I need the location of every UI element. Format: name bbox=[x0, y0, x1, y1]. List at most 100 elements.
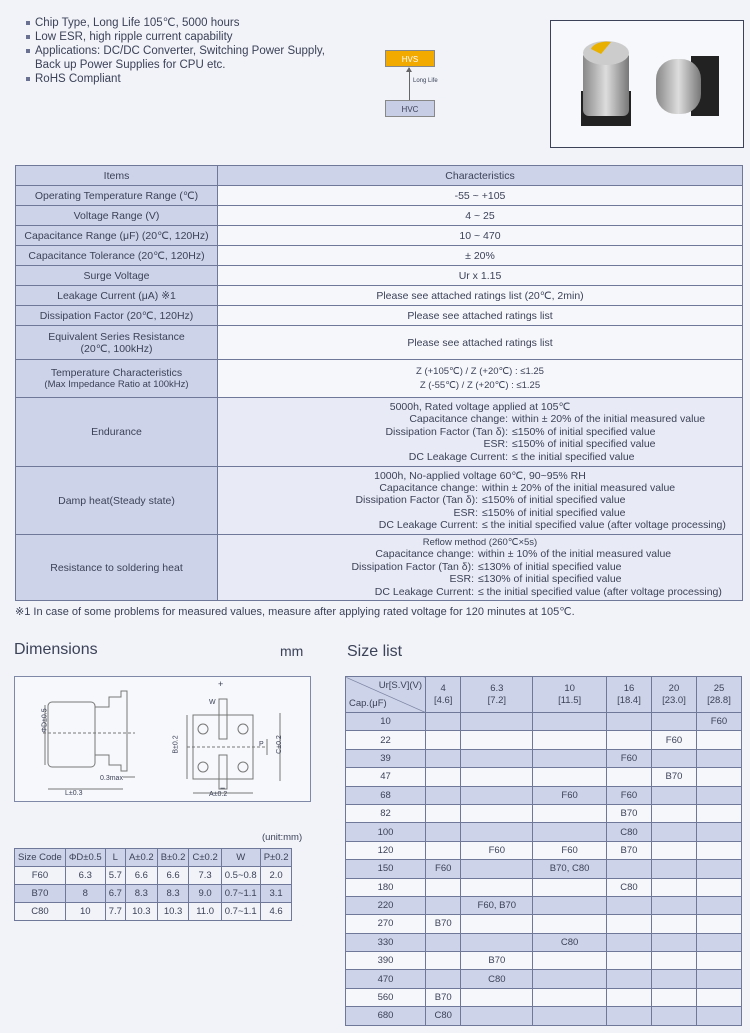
size-code-cell bbox=[460, 730, 534, 750]
table-cell: 6.6 bbox=[124, 866, 158, 885]
label-p: P bbox=[259, 741, 264, 748]
table-row: Capacitance Tolerance (20℃, 120Hz) ± 20% bbox=[15, 245, 743, 266]
size-code-cell bbox=[650, 803, 697, 824]
size-code-cell bbox=[460, 932, 534, 953]
size-code-cell: B70 bbox=[605, 840, 652, 861]
size-code-cell bbox=[605, 914, 652, 934]
surge-voltage: [4.6] bbox=[433, 694, 453, 706]
table-row: 150 F60 B70, C80 bbox=[345, 859, 743, 879]
test-spec: Reflow method (260℃×5s) Capacitance chan… bbox=[217, 534, 743, 601]
size-code-cell bbox=[650, 748, 697, 769]
table-row: 68 F60 F60 bbox=[345, 785, 743, 805]
size-code-cell bbox=[695, 951, 743, 971]
table-cell: 6.6 bbox=[156, 866, 190, 885]
size-code-cell: B70, C80 bbox=[532, 859, 607, 879]
size-code-cell bbox=[650, 859, 697, 879]
table-row: 330 C80 bbox=[345, 932, 743, 953]
voltage-header: 20 [23.0] bbox=[650, 676, 697, 713]
size-code-cell bbox=[424, 785, 462, 805]
voltage-header: 10 [11.5] bbox=[532, 676, 607, 713]
row-item: Capacitance Tolerance (20℃, 120Hz) bbox=[15, 245, 218, 266]
test-item: Endurance bbox=[15, 397, 218, 467]
table-cell: 6.3 bbox=[64, 866, 106, 885]
size-code-cell bbox=[460, 877, 534, 897]
table-row: 82 B70 bbox=[345, 803, 743, 824]
footnote: ※1 In case of some problems for measured… bbox=[15, 606, 575, 618]
size-code-cell bbox=[695, 914, 743, 934]
capacitance-cell: 180 bbox=[345, 877, 426, 897]
capacitance-cell: 680 bbox=[345, 1006, 426, 1026]
spec-key: Dissipation Factor (Tan δ): bbox=[355, 494, 478, 506]
table-cell: 8.3 bbox=[124, 884, 158, 903]
spec-key: Capacitance change: bbox=[409, 413, 508, 425]
table-row: Equivalent Series Resistance (20℃, 100kHz… bbox=[15, 325, 743, 360]
size-code-cell: B70 bbox=[424, 987, 462, 1008]
spec-key: DC Leakage Current: bbox=[378, 519, 478, 531]
row-value: Please see attached ratings list bbox=[217, 325, 743, 360]
test-title: Reflow method (260℃×5s) bbox=[422, 537, 538, 548]
row-item: Surge Voltage bbox=[15, 265, 218, 286]
table-row: Surge Voltage Ur x 1.15 bbox=[15, 265, 743, 286]
size-code-cell bbox=[532, 969, 607, 989]
spec-value: ≤ the initial specified value bbox=[512, 450, 635, 463]
size-code-cell bbox=[532, 895, 607, 916]
spec-key: Dissipation Factor (Tan δ): bbox=[351, 560, 474, 573]
table-row: 10 F60 bbox=[345, 711, 743, 732]
spec-key: Dissipation Factor (Tan δ): bbox=[385, 425, 508, 438]
size-code-cell: B70 bbox=[605, 803, 652, 824]
dimensions-unit: mm bbox=[280, 643, 304, 659]
table-row: Operating Temperature Range (℃) -55 ~ +10… bbox=[15, 185, 743, 206]
table-cell: 3.1 bbox=[259, 884, 293, 903]
table-cell: C80 bbox=[14, 902, 66, 921]
size-code-cell bbox=[460, 822, 534, 842]
size-code-cell bbox=[424, 969, 462, 989]
capacitance-cell: 39 bbox=[345, 748, 426, 769]
size-code-cell bbox=[532, 711, 607, 732]
unit-note: (unit:mm) bbox=[262, 832, 303, 843]
table-cell: 8 bbox=[64, 884, 106, 903]
spec-value: within ± 10% of the initial measured val… bbox=[478, 548, 672, 560]
value-line: Z (+105℃) / Z (+20℃) : ≤1.25 bbox=[416, 365, 544, 377]
voltage-header: 25 [28.8] bbox=[695, 676, 743, 713]
row-item: Voltage Range (V) bbox=[15, 205, 218, 226]
table-cell: 6.7 bbox=[104, 884, 126, 903]
column-header: A±0.2 bbox=[124, 848, 158, 867]
voltage-header: 6.3 [7.2] bbox=[460, 676, 534, 713]
product-photo bbox=[550, 20, 744, 148]
table-row: F60 6.3 5.7 6.6 6.6 7.3 0.5~0.8 2.0 bbox=[14, 866, 293, 885]
table-row: 39 F60 bbox=[345, 748, 743, 769]
row-item: Dissipation Factor (20℃, 120Hz) bbox=[15, 305, 218, 326]
capacitance-cell: 120 bbox=[345, 840, 426, 861]
voltage-axis-label: Ur[S.V](V) bbox=[378, 679, 422, 691]
row-item: Temperature Characteristics (Max Impedanc… bbox=[15, 359, 218, 398]
table-row: Capacitance Range (μF) (20℃, 120Hz) 10 ~ … bbox=[15, 225, 743, 246]
size-code-cell: C80 bbox=[605, 822, 652, 842]
size-code-cell: F60 bbox=[424, 859, 462, 879]
label-a: A±0.2 bbox=[209, 791, 228, 798]
size-code-cell bbox=[695, 859, 743, 879]
table-cell: 9.0 bbox=[188, 884, 222, 903]
capacitance-cell: 82 bbox=[345, 803, 426, 824]
table-row: B70 8 6.7 8.3 8.3 9.0 0.7~1.1 3.1 bbox=[14, 884, 293, 903]
size-code-cell bbox=[460, 785, 534, 805]
size-code-cell bbox=[650, 785, 697, 805]
spec-key: ESR: bbox=[449, 573, 474, 585]
table-cell: 10.3 bbox=[156, 902, 190, 921]
test-title: 5000h, Rated voltage applied at 105℃ bbox=[389, 401, 571, 413]
header-row: Ur[S.V](V) Cap.(μF) 4 [4.6] 6.3 [7.2] 10 [11.5]… bbox=[345, 676, 743, 713]
spec-key: ESR: bbox=[453, 506, 478, 519]
row-item: Capacitance Range (μF) (20℃, 120Hz) bbox=[15, 225, 218, 246]
size-code-cell bbox=[695, 987, 743, 1008]
size-code-cell bbox=[650, 951, 697, 971]
row-value: Ur x 1.15 bbox=[217, 265, 743, 286]
table-cell: 11.0 bbox=[188, 902, 222, 921]
size-code-cell bbox=[605, 767, 652, 787]
size-code-cell bbox=[605, 895, 652, 916]
capacitor-image bbox=[581, 41, 719, 126]
size-list-table: Ur[S.V](V) Cap.(μF) 4 [4.6] 6.3 [7.2] 10 [11.5]… bbox=[345, 676, 743, 1026]
capacitance-cell: 22 bbox=[345, 730, 426, 750]
spec-value: ≤ the initial specified value (after vol… bbox=[478, 585, 722, 598]
table-row: 560 B70 bbox=[345, 987, 743, 1008]
size-code-cell: C80 bbox=[460, 969, 534, 989]
size-code-cell bbox=[605, 730, 652, 750]
